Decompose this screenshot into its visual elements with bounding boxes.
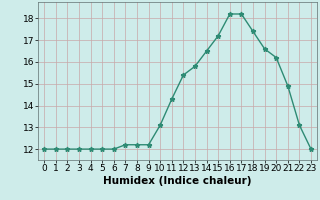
- X-axis label: Humidex (Indice chaleur): Humidex (Indice chaleur): [103, 176, 252, 186]
